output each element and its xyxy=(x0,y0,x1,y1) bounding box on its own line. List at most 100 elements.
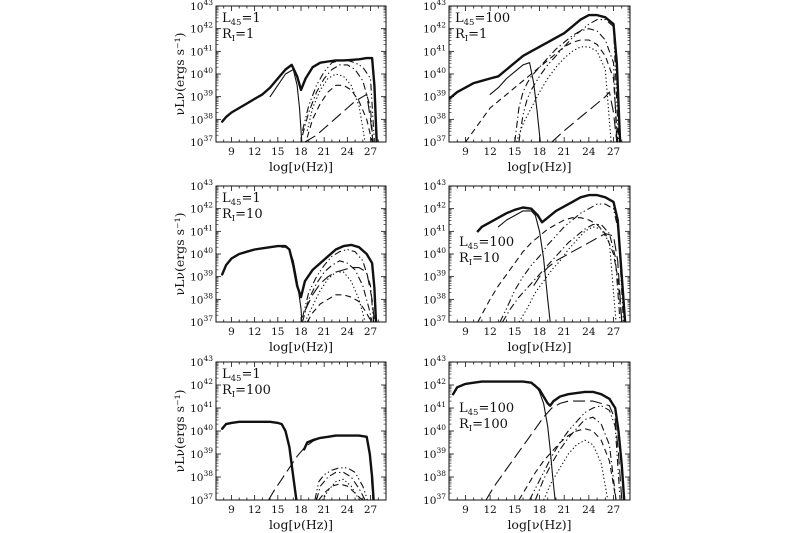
y-tick-label: 1042 xyxy=(423,201,446,216)
panel-bottom-right: 9 12 15 18 21 24 27 1037 1038 1039 1040 1041 1042 104… xyxy=(423,354,631,532)
x-tick-label: 15 xyxy=(508,146,521,158)
series-group xyxy=(221,420,375,500)
panel-parameter-label: L45=100 xyxy=(459,235,514,252)
panel-parameter-label: RI=10 xyxy=(222,207,263,224)
panel-parameter-label: RI=100 xyxy=(459,417,508,434)
x-tick-label: 24 xyxy=(582,504,596,516)
series-line-long-dash xyxy=(551,91,618,142)
x-tick-label: 27 xyxy=(364,504,377,516)
y-tick-label: 1042 xyxy=(190,21,213,36)
x-tick-label: 12 xyxy=(483,504,496,516)
y-tick-label: 1040 xyxy=(423,66,446,81)
series-line-thin-solid xyxy=(281,246,303,322)
y-tick-label: 1043 xyxy=(190,354,213,369)
series-line-long-dash xyxy=(304,93,374,142)
series-line-long-dash xyxy=(485,400,623,500)
y-tick-label: 1038 xyxy=(190,291,213,306)
x-tick-label: 12 xyxy=(248,326,261,338)
x-axis-label: log[ν(Hz)] xyxy=(507,517,571,532)
y-tick-label: 1037 xyxy=(423,134,446,149)
y-tick-label: 1038 xyxy=(423,291,446,306)
series-line-thick-solid xyxy=(476,193,627,322)
series-line-dot xyxy=(515,46,612,142)
panel-bottom-left: 9 12 15 18 21 24 27 1037 1038 1039 1040 1041 1042 104… xyxy=(172,354,387,532)
series-line-thick-solid xyxy=(221,56,378,142)
y-tick-label: 1042 xyxy=(423,377,446,392)
x-tick-label: 9 xyxy=(462,504,469,516)
series-line-dash-dot xyxy=(502,223,621,322)
x-tick-label: 15 xyxy=(271,146,284,158)
x-tick-label: 9 xyxy=(462,326,469,338)
series-line-thin-solid xyxy=(534,384,556,500)
x-axis-label: log[ν(Hz)] xyxy=(269,339,333,354)
panel-parameter-label: L45=1 xyxy=(222,11,261,28)
y-tick-label: 1040 xyxy=(190,66,213,81)
series-line-dash-dot-dot xyxy=(529,405,621,500)
x-tick-label: 12 xyxy=(248,504,261,516)
x-tick-label: 21 xyxy=(557,146,570,158)
x-tick-label: 12 xyxy=(483,326,496,338)
y-tick-label: 1037 xyxy=(423,492,446,507)
y-tick-label: 1043 xyxy=(190,0,213,13)
x-tick-label: 18 xyxy=(533,326,546,338)
series-line-long-dash xyxy=(304,267,375,322)
y-tick-label: 1038 xyxy=(190,469,213,484)
panel-parameter-label: RI=1 xyxy=(222,27,254,44)
y-tick-label: 1039 xyxy=(190,269,213,284)
series-line-dot xyxy=(543,439,609,500)
panel-top-left: 9 12 15 18 21 24 27 1037 1038 1039 1040 1041 1042 104… xyxy=(172,0,387,174)
series-line-thin-solid xyxy=(284,430,297,500)
x-tick-label: 27 xyxy=(364,326,377,338)
series-line-dash-dot-dot xyxy=(518,19,620,142)
series-line-dash xyxy=(518,428,617,500)
series-line-dash-dot xyxy=(534,416,617,500)
series-line-dash-dot xyxy=(301,260,373,322)
x-tick-label: 27 xyxy=(364,146,377,158)
x-tick-label: 27 xyxy=(607,326,620,338)
y-tick-label: 1037 xyxy=(190,314,213,329)
y-tick-label: 1040 xyxy=(423,423,446,438)
x-tick-label: 21 xyxy=(317,146,330,158)
panel-parameter-label: RI=1 xyxy=(455,27,487,44)
series-line-long-dash xyxy=(268,435,374,500)
x-tick-label: 24 xyxy=(341,326,355,338)
y-tick-label: 1041 xyxy=(190,43,213,58)
series-line-thick-solid xyxy=(221,420,298,500)
x-tick-label: 18 xyxy=(294,146,307,158)
series-line-dash-dot xyxy=(514,28,618,142)
panel-middle-right: 9 12 15 18 21 24 27 1037 1038 1039 1040 1041 1042 104… xyxy=(423,178,631,354)
series-line-thin-solid xyxy=(269,68,303,142)
panel-parameter-label: L45=100 xyxy=(455,11,510,28)
y-tick-label: 1038 xyxy=(423,469,446,484)
series-group xyxy=(221,56,378,142)
y-tick-label: 1041 xyxy=(190,223,213,238)
y-tick-label: 1038 xyxy=(190,111,213,126)
x-axis-label: log[ν(Hz)] xyxy=(507,159,571,174)
x-tick-label: 9 xyxy=(228,504,235,516)
x-tick-label: 21 xyxy=(557,326,570,338)
y-tick-label: 1039 xyxy=(423,89,446,104)
series-line-dot xyxy=(306,73,366,142)
y-tick-label: 1043 xyxy=(423,178,446,193)
series-line-dash-dot xyxy=(301,64,374,142)
series-line-dash xyxy=(465,39,619,142)
x-tick-label: 18 xyxy=(533,146,546,158)
y-tick-label: 1042 xyxy=(190,201,213,216)
series-line-thick-solid xyxy=(451,380,626,500)
x-tick-label: 9 xyxy=(228,326,235,338)
panel-parameter-label: L45=1 xyxy=(222,191,261,208)
y-axis-label: νLν(ergs s⁻¹) xyxy=(172,32,187,115)
x-tick-label: 21 xyxy=(317,504,330,516)
x-axis-label: log[ν(Hz)] xyxy=(507,339,571,354)
x-tick-label: 24 xyxy=(582,326,596,338)
series-line-dot xyxy=(304,271,366,322)
x-tick-label: 24 xyxy=(341,504,355,516)
y-tick-label: 1043 xyxy=(190,178,213,193)
panel-parameter-label: RI=100 xyxy=(222,383,271,400)
y-tick-label: 1039 xyxy=(190,446,213,461)
x-tick-label: 27 xyxy=(607,146,620,158)
series-line-dot xyxy=(322,478,361,500)
series-line-thin-solid xyxy=(489,62,541,142)
series-line-dash xyxy=(477,217,623,322)
